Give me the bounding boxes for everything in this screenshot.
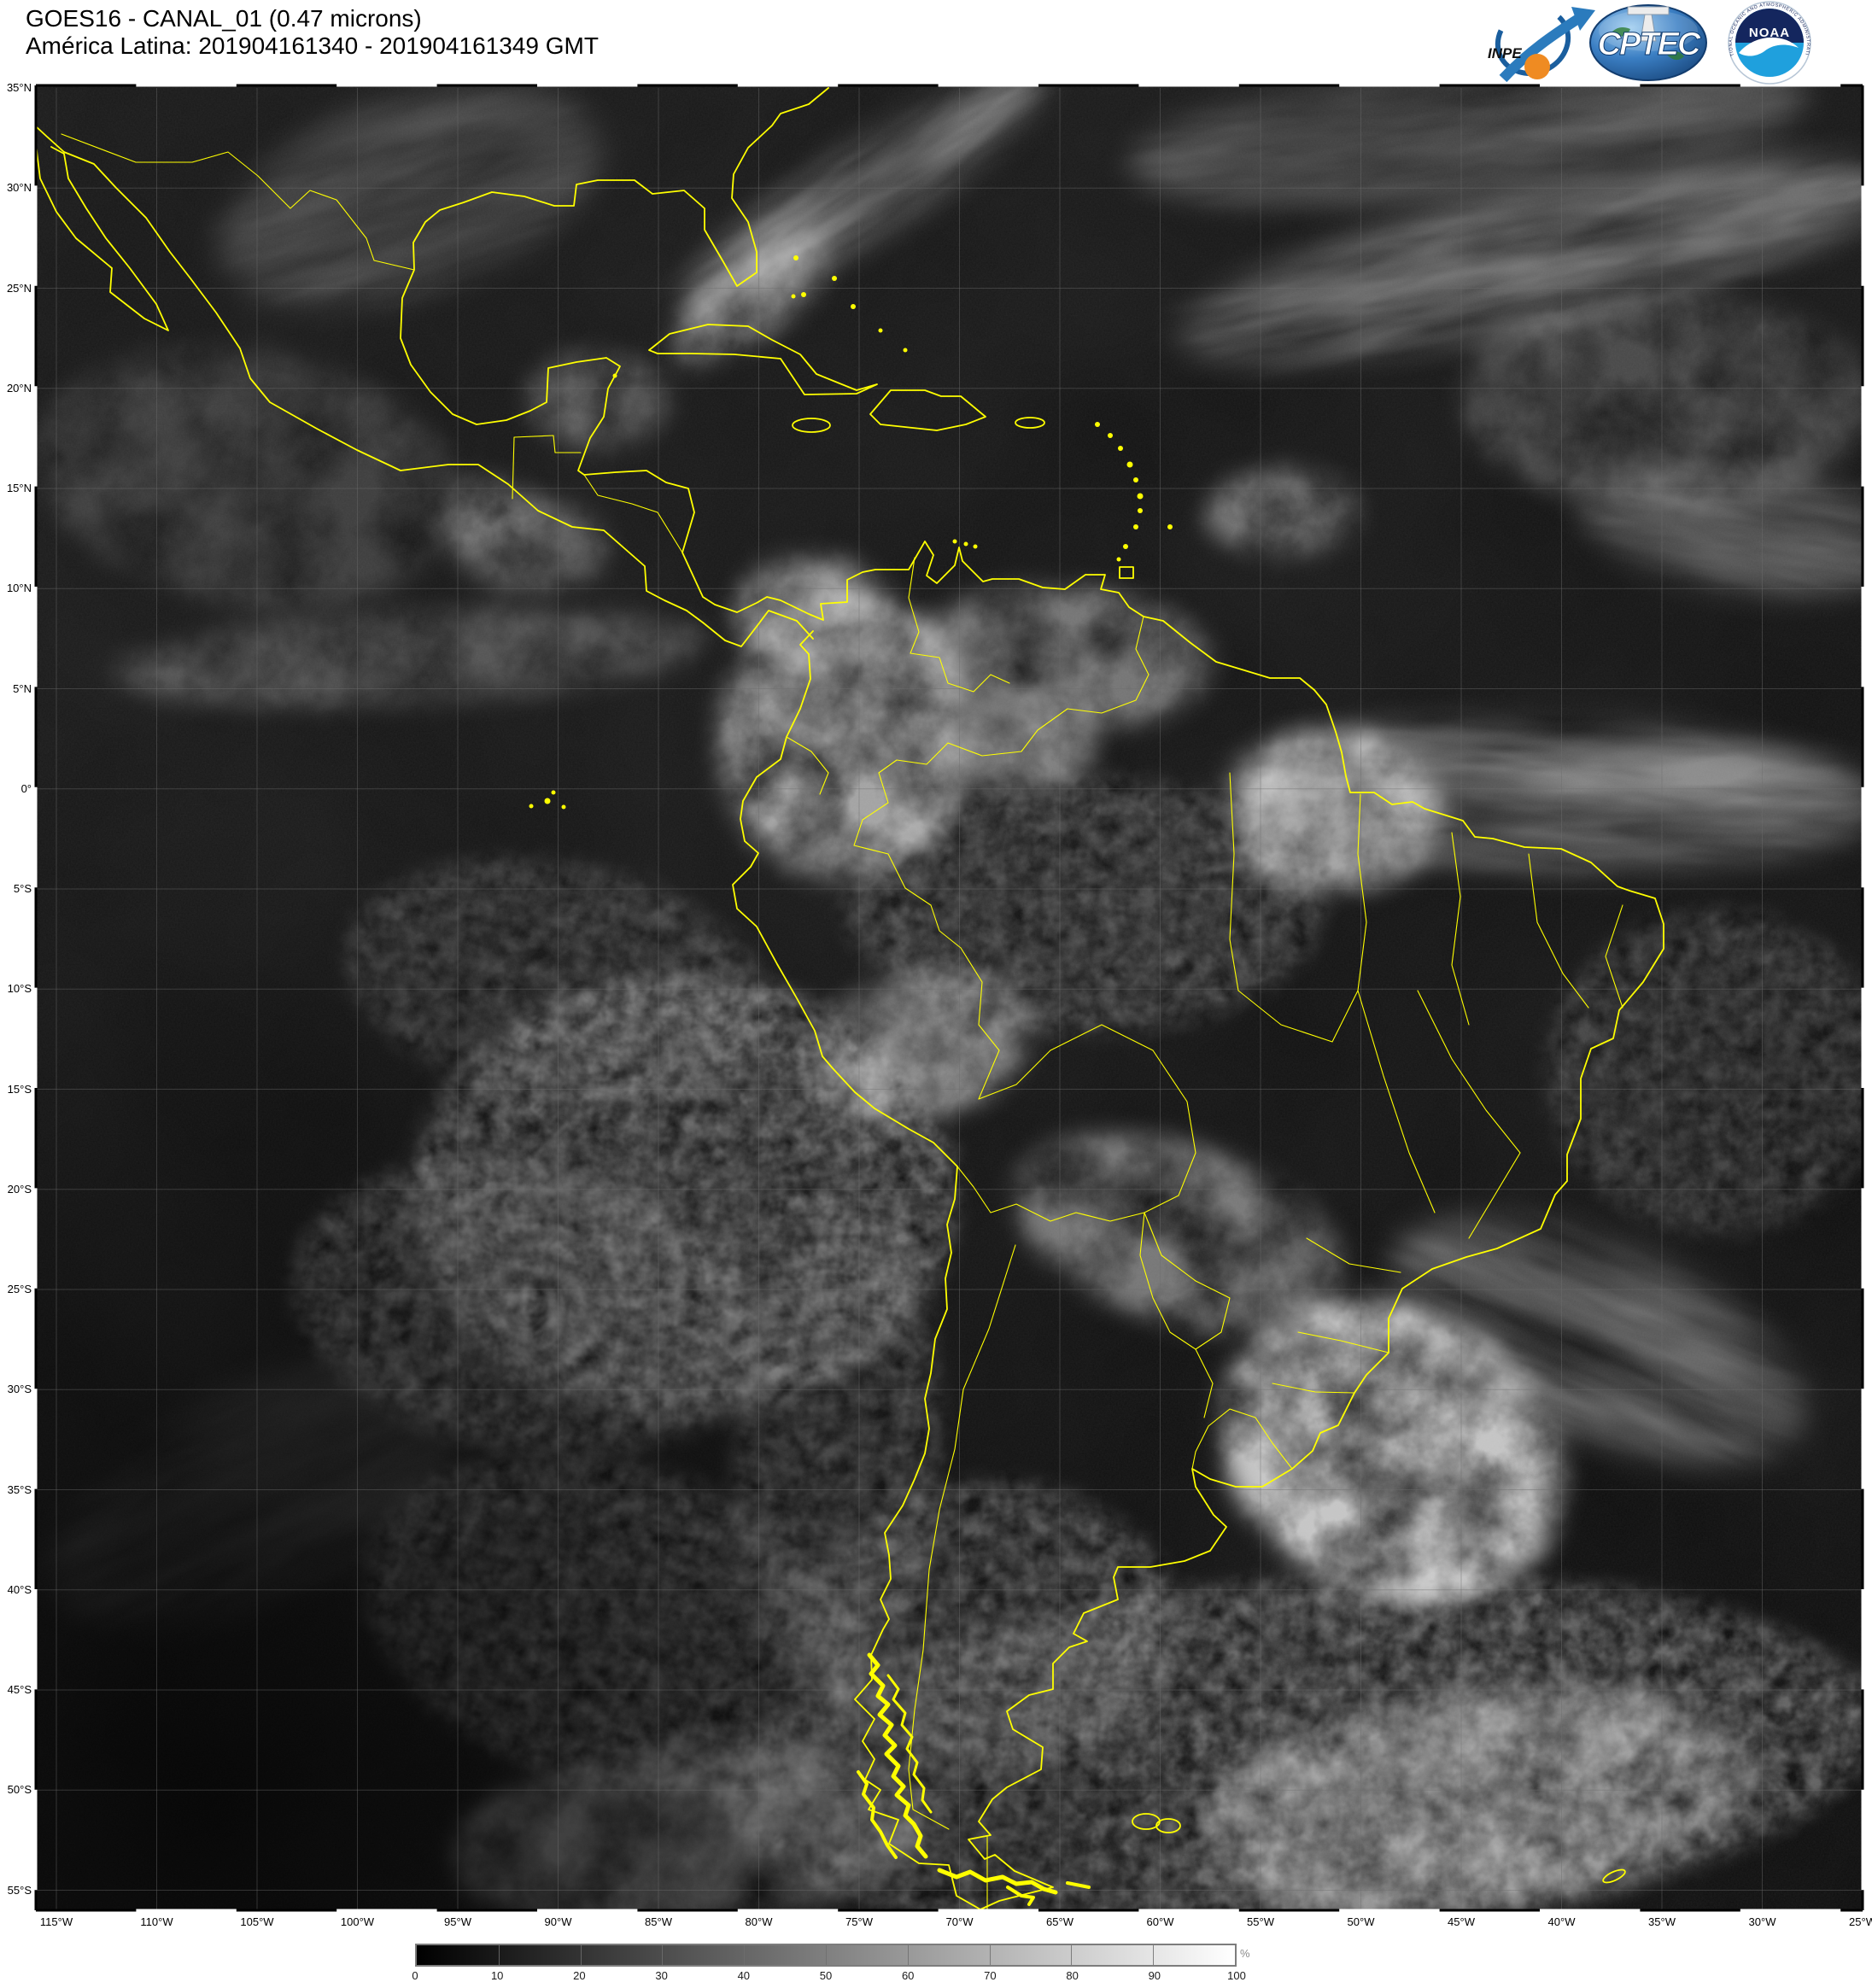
colorbar-tick (1153, 1945, 1155, 1965)
lat-tick-label: 5°N (13, 681, 32, 695)
colorbar-tick (989, 1945, 991, 1965)
coastline-cuba (648, 324, 878, 395)
lat-tick-label: 25°S (7, 1283, 32, 1295)
border-us-mexico (61, 133, 415, 271)
lat-tick-label: 50°S (7, 1783, 32, 1797)
lat-tick-label: 35°N (6, 81, 32, 94)
lon-tick-label: 30°W (1748, 1915, 1776, 1928)
lat-tick-label: 10°N (6, 582, 32, 595)
cptec-antenna-tower (1640, 14, 1657, 42)
lon-tick-label: 95°W (444, 1915, 471, 1928)
lat-tick-label: 45°S (7, 1683, 32, 1696)
coastline-layer (36, 87, 1664, 1910)
coastline-lesser-antilles (952, 422, 1173, 562)
coastline-jamaica (792, 418, 831, 433)
colorbar-tick-label: 50 (819, 1969, 833, 1982)
colorbar-tick (826, 1945, 827, 1965)
lat-tick-label: 20°N (6, 381, 32, 395)
lon-tick-label: 105°W (240, 1915, 274, 1928)
noaa-seagull-icon (1739, 37, 1799, 56)
header: GOES16 - CANAL_01 (0.47 microns) América… (26, 5, 599, 60)
lon-tick-label: 65°W (1046, 1915, 1073, 1928)
colorbar-tick (498, 1945, 500, 1965)
lon-tick-label: 25°W (1849, 1915, 1872, 1928)
coastline-atlantic-and-south-america (400, 87, 1664, 1910)
cptec-logo-text: CPTEC (1598, 26, 1701, 62)
inpe-logo-text: INPE (1488, 45, 1522, 61)
colorbar-tick-label: 30 (655, 1969, 668, 1982)
cptec-continent-blob (1610, 27, 1630, 37)
colorbar-tick (1071, 1945, 1073, 1965)
lat-tick-label: 15°N (6, 482, 32, 494)
border-layer (512, 435, 1623, 1910)
lon-tick-label: 45°W (1448, 1915, 1475, 1928)
coastline-baja-california (36, 143, 169, 331)
coastline-patagonian-fjords (857, 1652, 1091, 1906)
lat-tick-label: 10°S (7, 982, 32, 996)
lon-tick-label: 50°W (1347, 1915, 1375, 1928)
lon-tick-label: 40°W (1547, 1915, 1576, 1928)
lon-tick-label: 110°W (140, 1915, 173, 1928)
coastline-galapagos (529, 790, 566, 810)
colorbar-tick (580, 1945, 582, 1965)
coastline-north-america-pacific (36, 126, 814, 647)
lat-tick-label: 15°S (7, 1082, 32, 1096)
lat-tick-label: 20°S (7, 1182, 32, 1196)
lat-tick-label: 5°S (13, 882, 32, 895)
lon-tick-label: 85°W (645, 1915, 672, 1928)
lat-tick-label: 35°S (7, 1482, 32, 1496)
colorbar-tick (744, 1945, 746, 1965)
lon-tick-label: 90°W (544, 1915, 572, 1928)
page-title: GOES16 - CANAL_01 (0.47 microns) (26, 5, 422, 32)
lon-tick-label: 70°W (945, 1915, 974, 1928)
lat-tick-label: 30°S (7, 1383, 32, 1396)
colorbar-tick-label: 80 (1066, 1969, 1079, 1982)
satellite-imagery-layer (36, 85, 1863, 1910)
lon-tick-label: 80°W (745, 1915, 773, 1928)
map-frame (34, 84, 1864, 1912)
lon-tick-label: 55°W (1247, 1915, 1274, 1928)
lon-tick-label: 35°W (1648, 1915, 1676, 1928)
lon-tick-label: 60°W (1146, 1915, 1174, 1928)
colorbar-tick-label: 70 (984, 1969, 997, 1982)
lat-tick-label: 0° (20, 781, 32, 795)
dark-pacific-corner (36, 85, 1863, 1910)
colorbar-tick-label: 0 (412, 1969, 418, 1982)
cptec-antenna-bar (1627, 6, 1670, 15)
coastline-hispaniola (869, 389, 986, 431)
lon-tick-label: 115°W (39, 1915, 73, 1928)
lon-tick-label: 100°W (340, 1915, 375, 1928)
colorbar-tick-label: 10 (490, 1969, 504, 1982)
inpe-orange-dot (1524, 54, 1550, 79)
coastline-bahamas (612, 255, 908, 378)
noaa-logo-text: NOAA (1749, 26, 1790, 40)
coastline-south-georgia (1602, 1868, 1626, 1884)
lat-tick-label: 40°S (7, 1582, 32, 1596)
lat-tick-label: 25°N (6, 281, 32, 295)
coastline-puerto-rico (1015, 417, 1045, 429)
graticule-layer (37, 88, 1862, 1909)
colorbar-unit: % (1240, 1947, 1250, 1960)
colorbar-tick (662, 1945, 664, 1965)
colorbar-tick (907, 1945, 909, 1965)
coastline-trinidad (1119, 566, 1134, 579)
colorbar-tick-label: 20 (573, 1969, 586, 1982)
colorbar-tick-label: 60 (901, 1969, 915, 1982)
inpe-logo: INPE (1488, 6, 1595, 83)
lat-tick-label: 55°S (7, 1883, 32, 1897)
colorbar-tick-label: 90 (1148, 1969, 1161, 1982)
lat-tick-label: 30°N (6, 181, 32, 195)
colorbar-tick-label: 100 (1227, 1969, 1246, 1982)
coastline-falklands (1132, 1813, 1181, 1833)
cptec-logo: CPTEC (1589, 4, 1707, 81)
page-subtitle: América Latina: 201904161340 - 201904161… (26, 32, 599, 59)
colorbar-tick-label: 40 (737, 1969, 751, 1982)
reflectance-colorbar (415, 1944, 1237, 1967)
cptec-continent-blob (1665, 50, 1684, 61)
lon-tick-label: 75°W (845, 1915, 873, 1928)
